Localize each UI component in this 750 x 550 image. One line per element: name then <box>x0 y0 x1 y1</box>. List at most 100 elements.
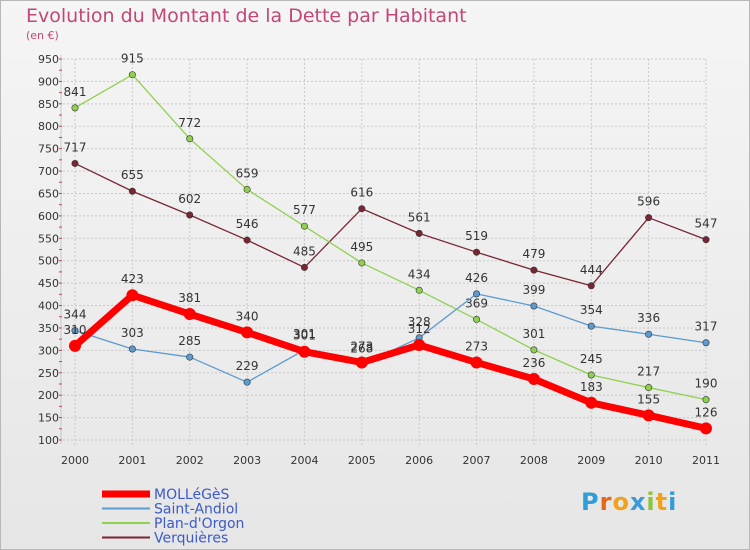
data-label: 369 <box>465 296 488 310</box>
data-point <box>530 346 538 354</box>
y-tick-label: 750 <box>38 143 59 156</box>
data-label: 841 <box>64 85 87 99</box>
data-point <box>413 338 426 351</box>
data-point <box>415 229 423 237</box>
logo-letter: r <box>599 488 613 516</box>
data-point <box>128 71 136 79</box>
data-point <box>473 248 481 256</box>
data-label: 596 <box>637 195 660 209</box>
data-label: 519 <box>465 229 488 243</box>
data-label: 328 <box>408 315 431 329</box>
data-label: 273 <box>350 339 373 353</box>
data-point <box>585 396 598 409</box>
x-tick-label: 2010 <box>635 454 663 467</box>
data-label: 772 <box>178 116 201 130</box>
data-point <box>128 187 136 195</box>
x-tick-label: 2000 <box>61 454 89 467</box>
legend-label: Plan-d'Orgon <box>154 516 244 532</box>
data-point <box>473 290 481 298</box>
data-label: 285 <box>178 334 201 348</box>
data-label: 485 <box>293 244 316 258</box>
chart-title: Evolution du Montant de la Dette par Hab… <box>26 5 467 27</box>
y-tick-label: 950 <box>38 53 59 66</box>
data-point <box>530 266 538 274</box>
data-point <box>645 384 653 392</box>
data-label: 354 <box>580 303 603 317</box>
data-label: 273 <box>465 339 488 353</box>
data-label: 561 <box>408 210 431 224</box>
data-point <box>186 135 194 143</box>
data-label: 444 <box>580 263 603 277</box>
y-tick-label: 600 <box>38 210 59 223</box>
data-label: 915 <box>121 52 144 66</box>
data-point <box>358 205 366 213</box>
y-tick-label: 700 <box>38 165 59 178</box>
y-tick-label: 650 <box>38 187 59 200</box>
y-tick-label: 250 <box>38 367 59 380</box>
data-label: 655 <box>121 168 144 182</box>
data-label: 546 <box>236 217 259 231</box>
logo-letter: i <box>646 488 656 516</box>
legend-label: Saint-Andiol <box>154 502 238 518</box>
legend-label: MOLLéGèS <box>154 487 230 503</box>
data-label: 399 <box>522 283 545 297</box>
chart-subtitle: (en €) <box>26 29 59 42</box>
x-tick-label: 2011 <box>692 454 720 467</box>
data-point <box>71 327 79 335</box>
data-label: 659 <box>236 166 259 180</box>
x-tick-label: 2009 <box>577 454 605 467</box>
data-label: 717 <box>64 140 87 154</box>
data-point <box>300 263 308 271</box>
data-point <box>355 356 368 369</box>
data-point <box>645 330 653 338</box>
y-tick-label: 450 <box>38 277 59 290</box>
y-tick-label: 400 <box>38 300 59 313</box>
data-point <box>241 326 254 339</box>
data-point <box>243 236 251 244</box>
data-point <box>587 371 595 379</box>
logo-letter: t <box>655 488 669 516</box>
data-label: 301 <box>522 327 545 341</box>
data-label: 268 <box>350 342 373 356</box>
y-tick-label: 300 <box>38 344 59 357</box>
data-label: 426 <box>465 271 488 285</box>
x-tick-label: 2005 <box>348 454 376 467</box>
data-point <box>128 345 136 353</box>
x-tick-label: 2007 <box>463 454 491 467</box>
data-point <box>700 422 712 435</box>
data-point <box>126 289 139 302</box>
y-tick-label: 500 <box>38 255 59 268</box>
data-label: 434 <box>408 267 431 281</box>
x-tick-label: 2003 <box>233 454 261 467</box>
data-label: 381 <box>178 291 201 305</box>
data-point <box>186 211 194 219</box>
data-label: 317 <box>695 320 718 334</box>
data-point <box>702 236 710 244</box>
data-point <box>183 308 196 321</box>
data-label: 301 <box>293 329 316 343</box>
data-label: 616 <box>350 186 373 200</box>
data-point <box>71 104 79 112</box>
series-line-moll-g-s <box>71 291 710 432</box>
x-tick-label: 2008 <box>520 454 548 467</box>
data-point <box>300 222 308 230</box>
data-label: 577 <box>293 203 316 217</box>
data-point <box>186 353 194 361</box>
data-label: 547 <box>695 217 718 231</box>
data-point <box>473 315 481 323</box>
data-point <box>702 339 710 347</box>
data-point <box>702 396 710 404</box>
logo-letter: i <box>668 488 678 516</box>
series-line-plan-d-orgon <box>74 74 707 401</box>
y-tick-label: 150 <box>38 412 59 425</box>
data-label: 479 <box>522 247 545 261</box>
data-label: 190 <box>695 377 718 391</box>
y-tick-label: 200 <box>38 389 59 402</box>
data-label: 310 <box>64 323 87 337</box>
data-label: 495 <box>350 240 373 254</box>
data-point <box>358 259 366 267</box>
y-tick-label: 800 <box>38 120 59 133</box>
legend-label: Verquières <box>154 531 228 547</box>
x-tick-label: 2002 <box>176 454 204 467</box>
data-label: 301 <box>293 327 316 341</box>
